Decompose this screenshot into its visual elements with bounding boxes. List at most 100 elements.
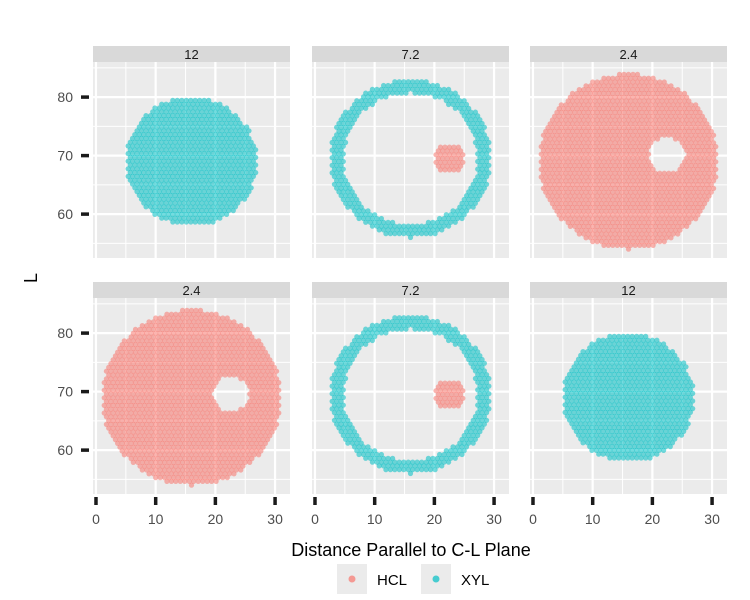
data-point <box>147 189 154 195</box>
data-point <box>177 215 183 221</box>
data-point <box>244 326 251 332</box>
data-point <box>183 120 189 126</box>
data-point <box>210 211 216 217</box>
data-point <box>199 154 205 160</box>
data-point <box>213 311 219 317</box>
data-point <box>224 113 230 119</box>
data-point <box>150 208 156 214</box>
data-point <box>168 215 174 221</box>
data-point <box>159 116 165 122</box>
data-point <box>230 124 236 130</box>
data-point <box>190 154 196 160</box>
data-point <box>235 162 241 168</box>
data-point <box>237 158 243 164</box>
data-point <box>250 166 256 172</box>
data-point <box>212 200 218 206</box>
data-point <box>185 162 192 168</box>
data-point <box>244 139 250 145</box>
data-point <box>168 116 174 122</box>
data-point <box>452 326 458 332</box>
data-point <box>156 173 162 179</box>
data-point <box>181 192 187 198</box>
data-point <box>179 105 185 111</box>
data-point <box>381 318 387 325</box>
data-point <box>164 311 170 317</box>
data-point <box>172 208 178 214</box>
data-point <box>154 170 160 176</box>
data-point <box>190 132 196 138</box>
data-point <box>219 135 225 141</box>
data-point <box>221 162 227 168</box>
data-point <box>181 177 187 183</box>
data-point <box>159 185 165 191</box>
x-tick-label: 10 <box>367 511 383 527</box>
data-point <box>185 132 192 138</box>
data-point <box>206 219 212 225</box>
data-point <box>215 105 221 111</box>
data-point <box>392 315 398 321</box>
data-point <box>170 113 176 119</box>
data-point <box>185 154 192 160</box>
data-point <box>217 208 223 214</box>
data-point <box>215 166 221 172</box>
data-point <box>168 109 174 115</box>
data-point <box>221 109 227 115</box>
data-point <box>141 162 147 168</box>
data-point <box>152 105 158 111</box>
data-point <box>147 204 154 210</box>
data-point <box>212 177 218 183</box>
data-point <box>244 154 250 160</box>
data-point <box>238 323 244 329</box>
data-point <box>224 128 230 134</box>
data-point <box>230 208 236 214</box>
data-point <box>127 177 133 183</box>
data-point <box>217 185 223 191</box>
data-point <box>165 181 171 187</box>
data-point <box>199 170 205 176</box>
data-point <box>241 151 248 157</box>
data-point <box>172 215 178 221</box>
data-point <box>232 143 239 149</box>
data-point <box>161 105 167 111</box>
data-point <box>423 79 429 85</box>
data-point <box>159 147 165 153</box>
data-point <box>354 98 360 104</box>
y-tick-label: 60 <box>57 206 73 222</box>
data-point <box>221 177 227 183</box>
data-point <box>134 166 140 172</box>
data-point <box>217 200 223 206</box>
data-point <box>132 132 138 138</box>
data-point <box>203 185 209 191</box>
data-point <box>188 173 194 179</box>
data-point <box>145 154 151 160</box>
data-point <box>141 116 147 122</box>
data-point <box>184 307 190 313</box>
data-point <box>237 166 243 172</box>
data-point <box>129 181 136 187</box>
data-point <box>185 215 192 221</box>
data-point <box>136 124 142 130</box>
data-point <box>165 105 171 111</box>
data-point <box>224 204 230 210</box>
data-point <box>170 219 176 225</box>
data-point <box>228 189 234 195</box>
data-point <box>156 105 162 111</box>
data-point <box>235 132 241 138</box>
data-point <box>163 208 169 214</box>
data-point <box>239 132 245 138</box>
data-point <box>125 151 131 157</box>
data-point <box>154 124 160 130</box>
data-point <box>241 158 248 164</box>
data-point <box>165 120 171 126</box>
data-point <box>159 139 165 145</box>
data-point <box>145 132 151 138</box>
data-point <box>177 162 183 168</box>
data-point <box>159 192 165 198</box>
data-point <box>241 143 248 149</box>
data-point <box>250 151 256 157</box>
data-point <box>143 135 149 141</box>
data-point <box>246 166 252 172</box>
data-point <box>170 120 176 126</box>
data-point <box>179 120 185 126</box>
data-point <box>201 204 207 210</box>
